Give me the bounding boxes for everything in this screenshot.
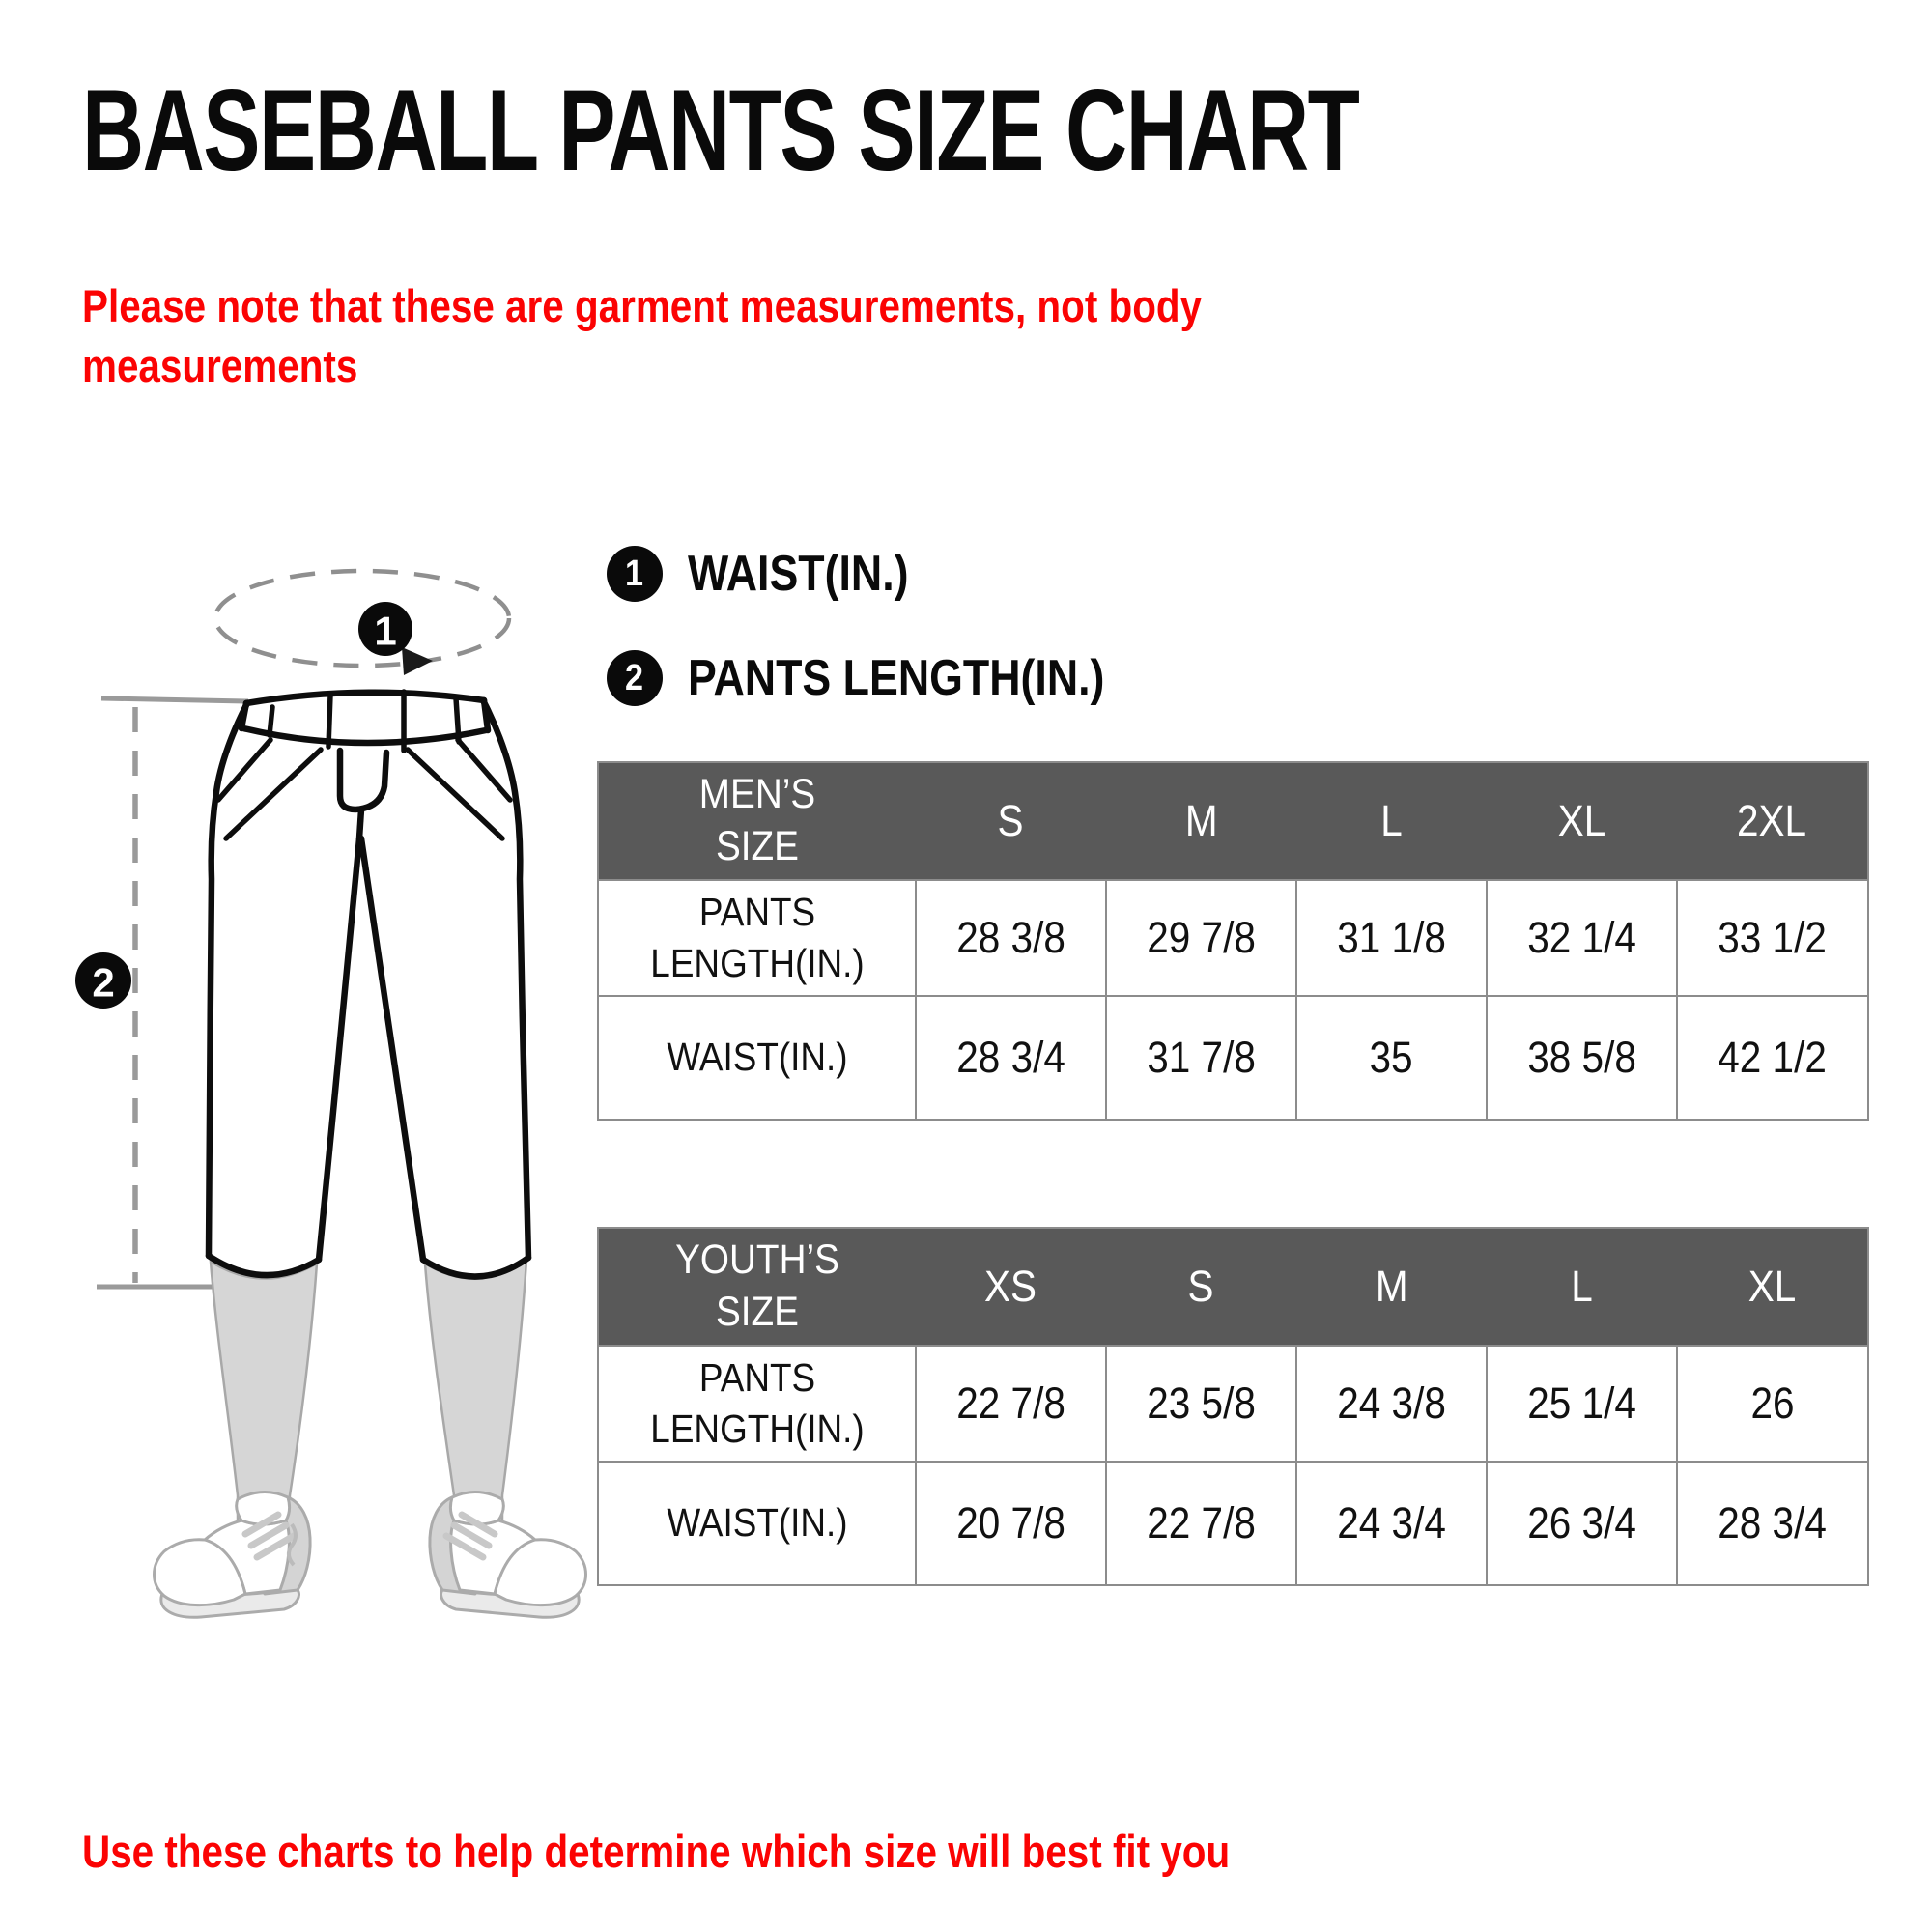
value-cell: 26 3/4 — [1486, 1461, 1678, 1586]
page-title-text: BASEBALL PANTS SIZE CHART — [82, 66, 1360, 195]
value-cell: 29 7/8 — [1105, 879, 1297, 997]
value-cell: 31 1/8 — [1295, 879, 1488, 997]
shoe-stripes — [442, 1511, 498, 1561]
size-column-header: XL — [1487, 761, 1677, 881]
svg-text:1: 1 — [374, 609, 396, 654]
value-cell: 25 1/4 — [1486, 1345, 1678, 1463]
right-shoe — [428, 1491, 587, 1619]
legend-item-waist: 1 WAIST(IN.) — [607, 545, 945, 603]
size-column-header: L — [1296, 761, 1487, 881]
row-label-cell: PANTS LENGTH(IN.) — [597, 879, 917, 997]
fit-advice-note: Use these charts to help determine which… — [82, 1822, 1417, 1882]
value-cell: 28 3/4 — [915, 995, 1107, 1121]
waist-measure-ellipse — [213, 568, 512, 675]
baseball-pants-figure — [205, 689, 532, 1280]
size-column-header: M — [1106, 761, 1296, 881]
mens-table-title: MEN’S SIZE — [698, 771, 816, 869]
table-row: PANTS LENGTH(IN.) 22 7/8 23 5/8 24 3/8 2… — [597, 1345, 1869, 1463]
row-label-cell: WAIST(IN.) — [597, 995, 917, 1121]
row-label-cell: WAIST(IN.) — [597, 1461, 917, 1586]
legend-label-waist: WAIST(IN.) — [688, 546, 909, 602]
svg-text:2: 2 — [92, 960, 114, 1006]
value-cell: 22 7/8 — [915, 1345, 1107, 1463]
value-cell: 23 5/8 — [1105, 1345, 1297, 1463]
belt-segments — [267, 689, 462, 753]
row-label-cell: PANTS LENGTH(IN.) — [597, 1345, 917, 1463]
value-cell: 28 3/8 — [915, 879, 1107, 997]
size-column-header: 2XL — [1677, 761, 1869, 881]
marker-2-badge: 2 — [607, 650, 663, 706]
mens-table-title-cell: MEN’S SIZE — [597, 761, 916, 881]
size-column-header: XS — [916, 1227, 1106, 1347]
table-row: PANTS LENGTH(IN.) 28 3/8 29 7/8 31 1/8 3… — [597, 879, 1869, 997]
legend-label-pants-length: PANTS LENGTH(IN.) — [688, 650, 1105, 706]
mens-size-table: MEN’S SIZE S M L XL 2XL PANTS LENGTH(IN.… — [597, 761, 1869, 1121]
note-line: Use these charts to help determine which… — [82, 1826, 1231, 1877]
table-row: WAIST(IN.) 20 7/8 22 7/8 24 3/4 26 3/4 2… — [597, 1461, 1869, 1586]
size-column-header: S — [916, 761, 1106, 881]
size-column-header: M — [1296, 1227, 1487, 1347]
left-shoe — [153, 1491, 312, 1619]
shoe-stripes — [242, 1511, 298, 1561]
size-column-header: L — [1487, 1227, 1677, 1347]
pocket-lines — [215, 737, 513, 841]
value-cell: 35 — [1295, 995, 1488, 1121]
marker-1-illustration-badge: 1 — [358, 602, 412, 656]
value-cell: 22 7/8 — [1105, 1461, 1297, 1586]
note-line: measurements — [82, 340, 358, 392]
arrow-icon — [402, 647, 433, 675]
value-cell: 42 1/2 — [1676, 995, 1869, 1121]
size-column-header: XL — [1677, 1227, 1869, 1347]
value-cell: 26 — [1676, 1345, 1869, 1463]
value-cell: 31 7/8 — [1105, 995, 1297, 1121]
size-column-header: S — [1106, 1227, 1296, 1347]
marker-2-illustration-badge: 2 — [75, 952, 131, 1009]
value-cell: 24 3/4 — [1295, 1461, 1488, 1586]
value-cell: 20 7/8 — [915, 1461, 1107, 1586]
youth-size-table: YOUTH’S SIZE XS S M L XL PANTS LENGTH(IN… — [597, 1227, 1869, 1586]
youth-table-title: YOUTH’S SIZE — [675, 1236, 839, 1335]
legend-item-pants-length: 2 PANTS LENGTH(IN.) — [607, 649, 1173, 707]
value-cell: 24 3/8 — [1295, 1345, 1488, 1463]
marker-1-badge: 1 — [607, 546, 663, 602]
value-cell: 28 3/4 — [1676, 1461, 1869, 1586]
socks — [209, 1257, 528, 1543]
table-row: WAIST(IN.) 28 3/4 31 7/8 35 38 5/8 42 1/… — [597, 995, 1869, 1121]
baseball-pants-diagram: 1 2 — [75, 568, 587, 1619]
value-cell: 33 1/2 — [1676, 879, 1869, 997]
garment-measurement-note: Please note that these are garment measu… — [82, 276, 1384, 396]
page-title: BASEBALL PANTS SIZE CHART — [82, 70, 1807, 191]
value-cell: 38 5/8 — [1486, 995, 1678, 1121]
value-cell: 32 1/4 — [1486, 879, 1678, 997]
fly-seam — [336, 747, 390, 813]
youth-table-title-cell: YOUTH’S SIZE — [597, 1227, 916, 1347]
note-line: Please note that these are garment measu… — [82, 280, 1203, 331]
